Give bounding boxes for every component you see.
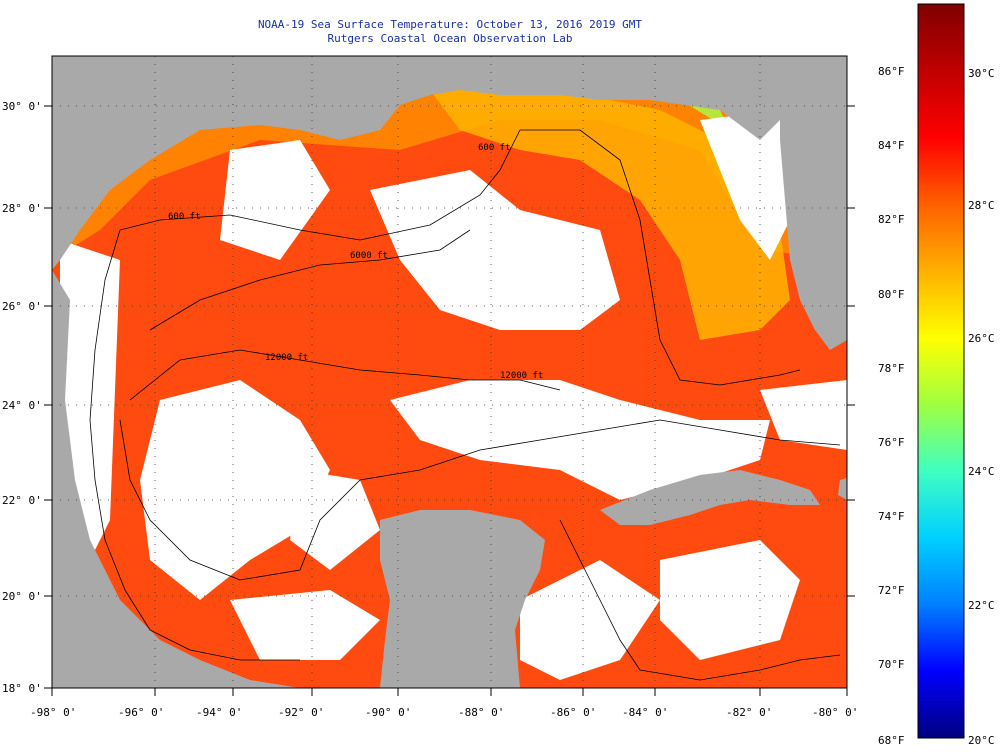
f-label: 78°F [878, 362, 905, 375]
lat-label: 24° 0' [2, 399, 42, 412]
contour-label: 600 ft [478, 143, 511, 153]
cuba-east [838, 478, 847, 500]
lat-label: 20° 0' [2, 590, 42, 603]
us-gulf-coast [52, 56, 847, 270]
lat-label: 22° 0' [2, 494, 42, 507]
contour-600ft-west [89, 229, 300, 661]
c-label: 24°C [968, 465, 995, 478]
yucatan-peninsula [380, 510, 545, 688]
land [52, 56, 847, 688]
contour-label: 600 ft [168, 212, 201, 222]
lat-label: 30° 0' [2, 100, 42, 113]
lon-label: -86° 0' [550, 706, 596, 719]
lat-label: 18° 0' [2, 682, 42, 695]
c-label: 30°C [968, 67, 995, 80]
lon-label: -94° 0' [196, 706, 242, 719]
shelf-yellow-band [430, 90, 790, 340]
lon-label: -98° 0' [30, 706, 76, 719]
map-frame [51, 55, 848, 689]
f-label: 74°F [878, 510, 905, 523]
c-label: 28°C [968, 199, 995, 212]
lon-label: -84° 0' [622, 706, 668, 719]
contour-label: 6000 ft [350, 251, 388, 261]
lon-label: -82° 0' [726, 706, 772, 719]
map-title: NOAA-19 Sea Surface Temperature: October… [257, 18, 643, 31]
color-scale-bar [917, 3, 965, 739]
latitude-labels: 30° 0' 28° 0' 26° 0' 24° 0' 22° 0' 20° 0… [2, 100, 42, 695]
bathymetry-contours [89, 129, 841, 681]
contour-label: 12000 ft [265, 353, 308, 363]
lon-label: -88° 0' [458, 706, 504, 719]
f-label: 70°F [878, 658, 905, 671]
color-scale: 86°F 84°F 82°F 80°F 78°F 76°F 74°F 72°F … [878, 3, 995, 747]
axis-ticks [44, 105, 855, 696]
f-label: 72°F [878, 584, 905, 597]
c-label: 26°C [968, 332, 995, 345]
contour-600ft [119, 129, 801, 386]
f-label: 82°F [878, 213, 905, 226]
f-label: 76°F [878, 436, 905, 449]
lon-label: -92° 0' [278, 706, 324, 719]
lon-label: -90° 0' [365, 706, 411, 719]
map-area: 600 ft 600 ft 6000 ft 12000 ft 12000 ft [51, 55, 848, 689]
map-subtitle: Rutgers Coastal Ocean Observation Lab [327, 32, 573, 45]
longitude-labels: -98° 0' -96° 0' -94° 0' -92° 0' -90° 0' … [30, 706, 858, 719]
contour-caribbean [559, 519, 841, 681]
lat-label: 28° 0' [2, 202, 42, 215]
lon-label: -96° 0' [118, 706, 164, 719]
lat-label: 26° 0' [2, 300, 42, 313]
mexico-east-coast [52, 270, 300, 688]
c-label: 22°C [968, 599, 995, 612]
lon-label: -80° 0' [812, 706, 858, 719]
cloud-cover [60, 110, 847, 680]
contour-labels: 600 ft 600 ft 6000 ft 12000 ft 12000 ft [168, 143, 543, 381]
celsius-labels: 30°C 28°C 26°C 24°C 22°C 20°C [968, 67, 995, 747]
contour-6000ft [149, 229, 471, 331]
f-label: 80°F [878, 288, 905, 301]
contour-deep [119, 419, 841, 581]
florida-peninsula [780, 56, 847, 350]
contour-label: 12000 ft [500, 371, 543, 381]
f-label: 84°F [878, 139, 905, 152]
f-label: 68°F [878, 734, 905, 747]
cuba [600, 470, 820, 525]
f-label: 86°F [878, 65, 905, 78]
contour-12000ft [129, 349, 561, 401]
fahrenheit-labels: 86°F 84°F 82°F 80°F 78°F 76°F 74°F 72°F … [878, 65, 905, 747]
c-label: 20°C [968, 734, 995, 747]
